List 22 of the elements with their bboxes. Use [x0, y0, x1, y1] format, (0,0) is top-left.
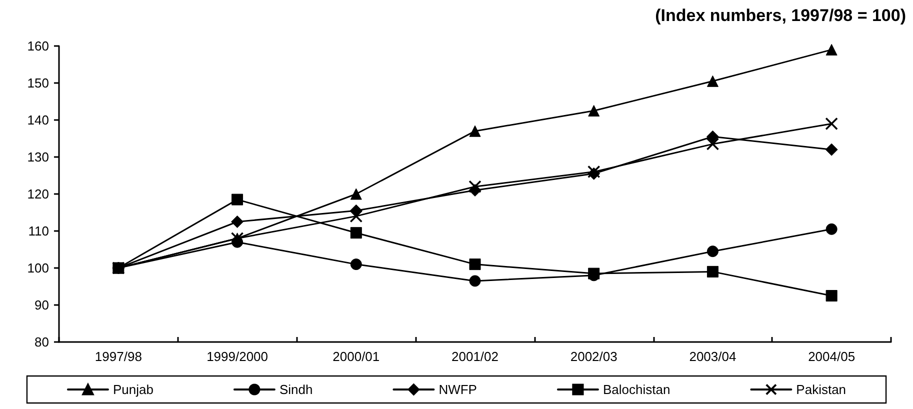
x-tick-label: 2003/04	[689, 349, 736, 364]
x-tick-label: 2000/01	[332, 349, 380, 364]
legend-label: Sindh	[279, 382, 313, 397]
x-tick-label: 2001/02	[452, 349, 498, 364]
x-tick-label: 2002/03	[570, 349, 618, 364]
x-tick-label: 1999/2000	[206, 349, 268, 364]
y-tick-label: 100	[27, 260, 49, 276]
y-tick-label: 160	[27, 38, 49, 54]
x-tick-label: 2004/05	[808, 349, 856, 364]
legend-label: NWFP	[438, 382, 477, 397]
y-tick-label: 80	[34, 334, 49, 350]
y-tick-label: 90	[34, 298, 49, 312]
y-tick-label: 120	[27, 186, 49, 202]
chart-title: (Index numbers, 1997/98 = 100)	[655, 6, 906, 25]
y-tick-label: 110	[28, 224, 49, 238]
legend-label: Balochistan	[602, 382, 670, 397]
legend-label: Pakistan	[796, 382, 846, 397]
legend-label: Punjab	[112, 382, 154, 397]
y-tick-label: 140	[27, 112, 49, 128]
x-tick-label: 1997/98	[94, 349, 142, 364]
y-tick-label: 150	[27, 76, 49, 90]
y-tick-label: 130	[27, 150, 49, 164]
